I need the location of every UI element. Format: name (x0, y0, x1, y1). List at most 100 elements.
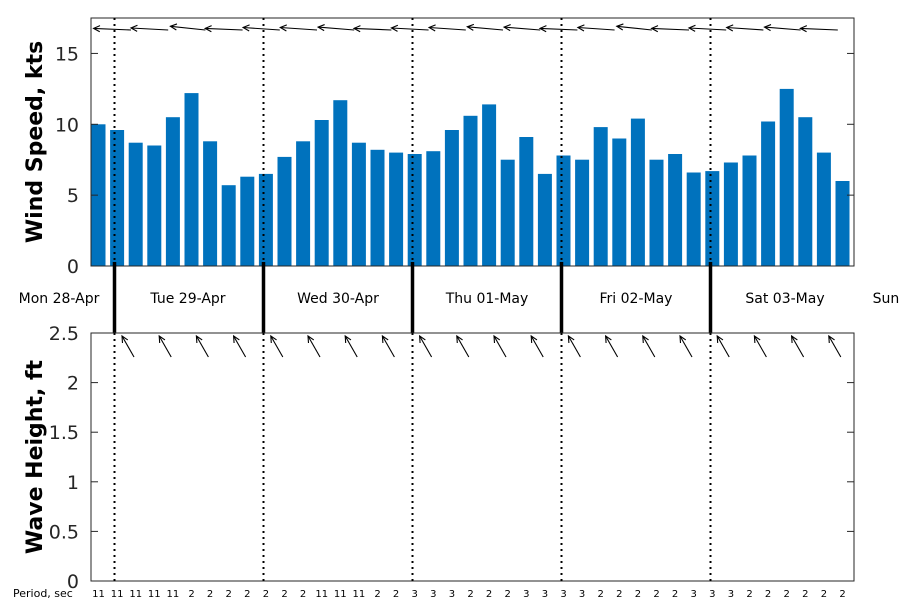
period-value: 2 (207, 589, 213, 600)
period-value: 11 (148, 589, 161, 600)
wind-direction-arrow (352, 25, 392, 33)
wave-direction-arrow (679, 334, 693, 358)
wave-direction-arrow (456, 334, 470, 358)
period-value: 2 (635, 589, 641, 600)
wind-y-tick-label: 10 (55, 114, 79, 136)
wave-plot-area (91, 333, 854, 581)
period-value: 11 (315, 589, 328, 600)
wind-bar (370, 149, 385, 266)
period-value: 2 (598, 589, 604, 600)
wind-bar (779, 88, 794, 267)
period-value: 2 (784, 589, 790, 600)
wind-bar (128, 142, 143, 266)
wind-direction-arrow (169, 23, 206, 31)
wave-y-tick-label: 2.5 (49, 323, 79, 345)
period-value: 3 (728, 589, 734, 600)
wind-bar (742, 155, 757, 266)
wave-y-tick-label: 1.5 (49, 422, 79, 444)
wind-direction-arrow (203, 25, 243, 33)
wind-direction-arrows (92, 23, 838, 33)
wind-direction-arrow (538, 25, 578, 33)
period-value: 3 (523, 589, 529, 600)
period-value: 11 (92, 589, 105, 600)
period-value: 2 (765, 589, 771, 600)
period-value: 2 (374, 589, 380, 600)
wave-y-tick-label: 1 (67, 472, 79, 494)
day-label: Fri 02-May (600, 291, 673, 307)
period-value: 3 (709, 589, 715, 600)
wind-bar (203, 141, 218, 266)
period-value: 11 (167, 589, 180, 600)
wind-bar (296, 141, 311, 266)
wind-bar (426, 151, 441, 266)
period-value: 3 (691, 589, 697, 600)
wind-bar (723, 162, 738, 266)
wind-bar (500, 159, 515, 266)
period-value: 11 (111, 589, 124, 600)
day-label: Wed 30-Apr (297, 291, 379, 307)
wave-direction-arrow (493, 334, 507, 358)
wind-bar (630, 118, 645, 266)
wind-bar (575, 159, 590, 266)
wave-direction-arrow (530, 334, 544, 358)
wave-direction-arrow (158, 334, 172, 358)
period-value: 2 (467, 589, 473, 600)
wave-direction-arrow (344, 334, 358, 358)
wave-y-axis-label: Wave Height, ft (23, 359, 48, 554)
wind-y-tick-label: 15 (55, 43, 79, 65)
wind-direction-arrow (615, 23, 652, 31)
day-label: Tue 29-Apr (149, 291, 225, 307)
wave-direction-arrow (567, 334, 581, 358)
wind-bar (556, 155, 571, 266)
wave-direction-arrow (307, 334, 321, 358)
wave-y-axis: 0 0.5 1 1.5 2 2.5 (49, 323, 854, 593)
wind-plot-frame (90, 17, 855, 267)
period-value: 2 (226, 589, 232, 600)
wind-bar (147, 145, 162, 266)
wave-direction-arrow (753, 334, 767, 358)
wave-direction-arrow (195, 334, 209, 358)
period-value: 3 (579, 589, 585, 600)
period-value: 2 (802, 589, 808, 600)
period-value: 2 (616, 589, 622, 600)
period-value: 2 (505, 589, 511, 600)
wind-y-tick-label: 5 (67, 185, 79, 207)
wave-direction-arrow (232, 334, 247, 358)
day-label: Mon 28-Apr (19, 291, 100, 307)
wave-y-tick-label: 0 (67, 571, 79, 593)
wind-bar (165, 117, 180, 266)
wind-direction-arrow (650, 25, 690, 33)
wave-direction-arrow (604, 334, 619, 358)
wind-bar (389, 152, 404, 266)
wind-bar (705, 171, 720, 266)
wind-bar (240, 176, 255, 266)
wind-bar (314, 120, 329, 266)
wave-direction-arrow (381, 334, 395, 358)
wave-direction-arrow (828, 334, 842, 358)
wave-direction-arrow (418, 334, 433, 358)
period-value: 3 (412, 589, 418, 600)
wind-direction-arrow (129, 24, 169, 32)
wind-bar (463, 115, 478, 266)
period-value: 2 (244, 589, 250, 600)
wind-direction-arrow (576, 24, 615, 32)
wave-direction-arrows (121, 334, 842, 358)
wind-bar (649, 159, 664, 266)
wind-bar (333, 100, 348, 266)
period-value: 3 (430, 589, 436, 600)
period-value: 2 (281, 589, 287, 600)
wind-y-tick-label: 0 (67, 256, 79, 278)
wind-y-axis: 0 5 10 15 (55, 43, 854, 278)
wind-direction-arrow (92, 25, 132, 33)
wind-direction-arrow (316, 24, 355, 32)
wave-plot-frame (90, 332, 855, 582)
wind-direction-arrow (279, 24, 318, 32)
wind-bar (593, 127, 608, 266)
wind-bar (258, 173, 273, 266)
wind-direction-arrow (427, 24, 466, 32)
day-label-band: Mon 28-Apr Tue 29-Apr Wed 30-Apr Thu 01-May… (19, 262, 899, 335)
wind-bar (798, 117, 813, 266)
wind-bar (110, 130, 125, 266)
period-row: Period, sec 11 11 11 11 11 2 2 2 2 2 2 2 11 11 11 2 2 3 3 3… (13, 587, 846, 600)
wind-direction-arrow (687, 24, 727, 32)
